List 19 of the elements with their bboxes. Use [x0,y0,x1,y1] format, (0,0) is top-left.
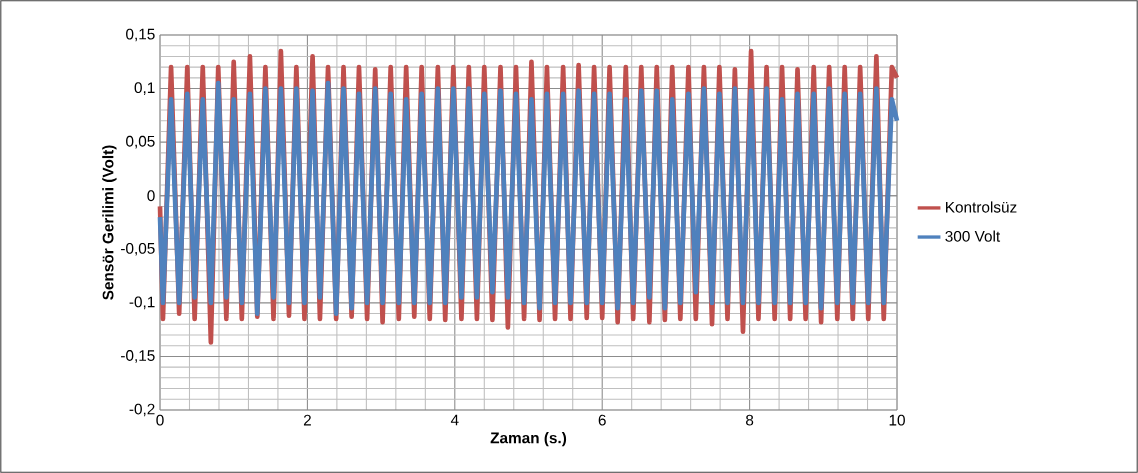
line-series [157,80,900,316]
x-tick-label: 4 [450,414,459,426]
y-tick-label: -0,1 [129,296,155,310]
y-tick-label: 0,15 [126,28,155,42]
x-tick-label: 2 [303,414,311,426]
y-tick-label: -0,05 [121,242,155,256]
x-axis-title: Zaman (s.) [490,432,567,447]
y-tick-label: -0,2 [129,403,155,417]
y-tick-label: 0,05 [126,135,155,149]
x-tick-label: 0 [156,414,164,426]
x-tick-label: 6 [598,414,606,426]
y-axis-title: Sensör Gerilimi (Volt) [102,145,117,300]
legend-label: Kontrolsüz [946,201,1017,213]
y-tick-label: 0,1 [134,82,155,95]
x-tick-label: 8 [746,414,754,426]
x-tick-label: 10 [889,414,905,426]
legend-label: 300 Volt [945,230,1001,242]
y-tick-label: 0 [147,190,155,202]
y-tick-label: -0,15 [121,350,155,363]
